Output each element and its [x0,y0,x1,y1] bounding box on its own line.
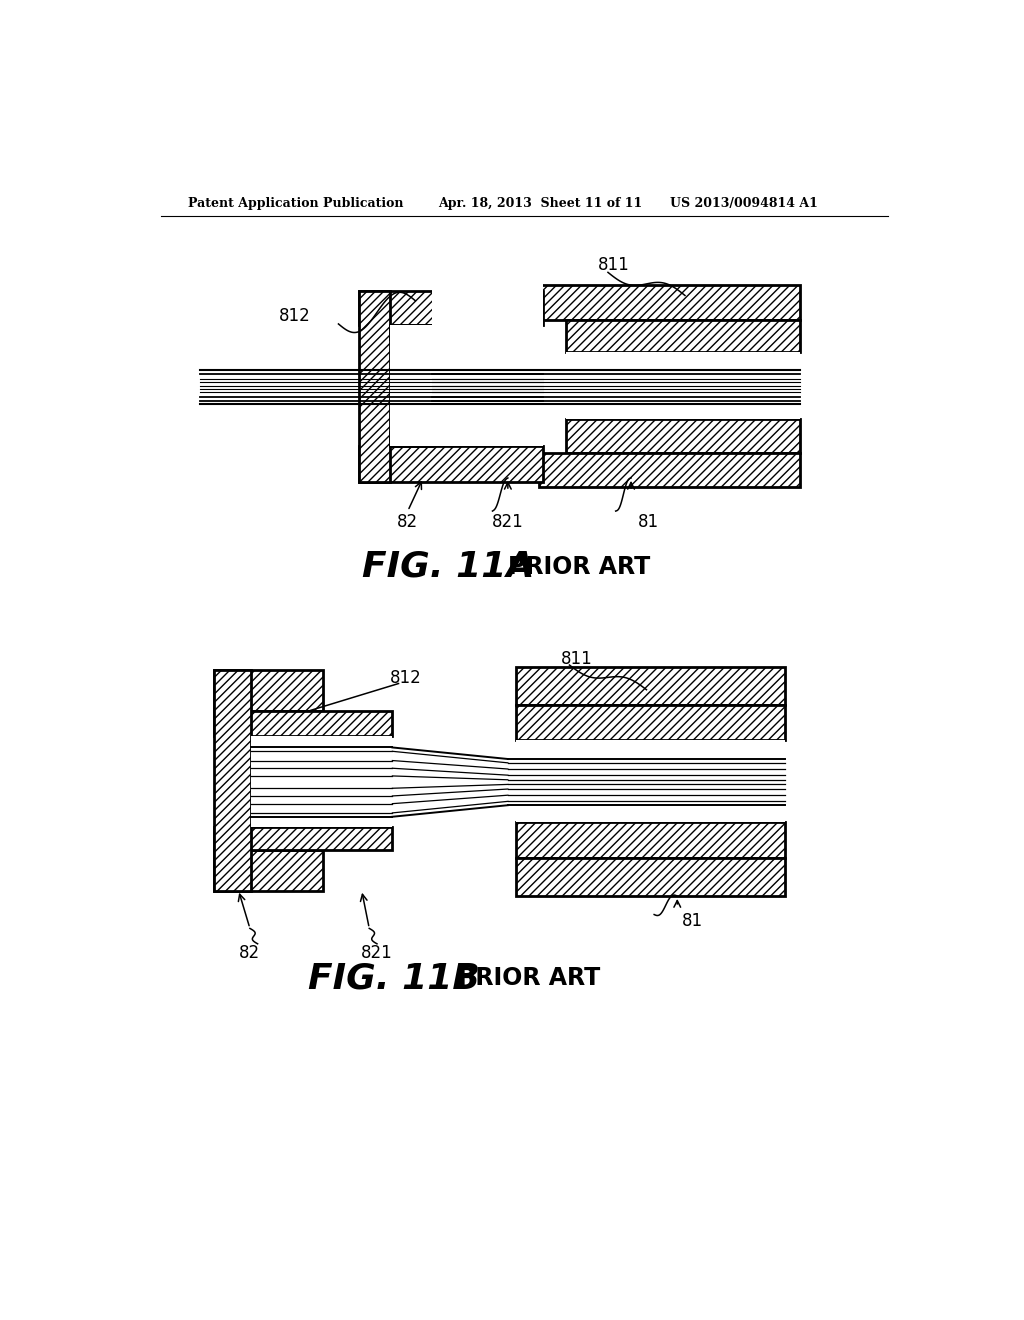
Bar [390,326,432,339]
Bar [515,822,785,858]
Text: 821: 821 [361,944,393,962]
Text: PRIOR ART: PRIOR ART [508,554,650,578]
Bar [359,446,543,482]
Bar [432,247,543,339]
Text: 811: 811 [598,256,630,273]
Bar [539,285,801,321]
Bar [539,453,801,487]
Text: 81: 81 [637,513,658,531]
Bar [565,352,801,418]
Bar [515,858,785,896]
Bar [214,671,251,891]
Text: 812: 812 [390,669,422,688]
Bar [515,667,785,705]
Bar [359,290,390,482]
Bar [214,850,323,891]
Bar [359,290,543,326]
Bar [515,739,785,822]
Text: FIG. 11B: FIG. 11B [307,961,479,995]
Bar [214,826,392,850]
Text: FIG. 11A: FIG. 11A [361,549,534,583]
Bar [390,326,543,446]
Text: Apr. 18, 2013  Sheet 11 of 11: Apr. 18, 2013 Sheet 11 of 11 [438,197,643,210]
Text: 82: 82 [240,944,260,962]
Bar [214,711,392,737]
Bar [565,418,801,453]
Bar [565,321,801,352]
Bar [515,705,785,739]
Text: PRIOR ART: PRIOR ART [458,966,600,990]
Text: 821: 821 [492,513,523,531]
Bar [251,737,392,826]
Bar [214,671,323,711]
Text: 82: 82 [397,513,419,531]
Bar [390,432,432,446]
Text: Patent Application Publication: Patent Application Publication [188,197,403,210]
Text: 812: 812 [279,308,310,325]
Text: 811: 811 [561,649,593,668]
Text: 81: 81 [682,912,703,929]
Text: US 2013/0094814 A1: US 2013/0094814 A1 [670,197,817,210]
